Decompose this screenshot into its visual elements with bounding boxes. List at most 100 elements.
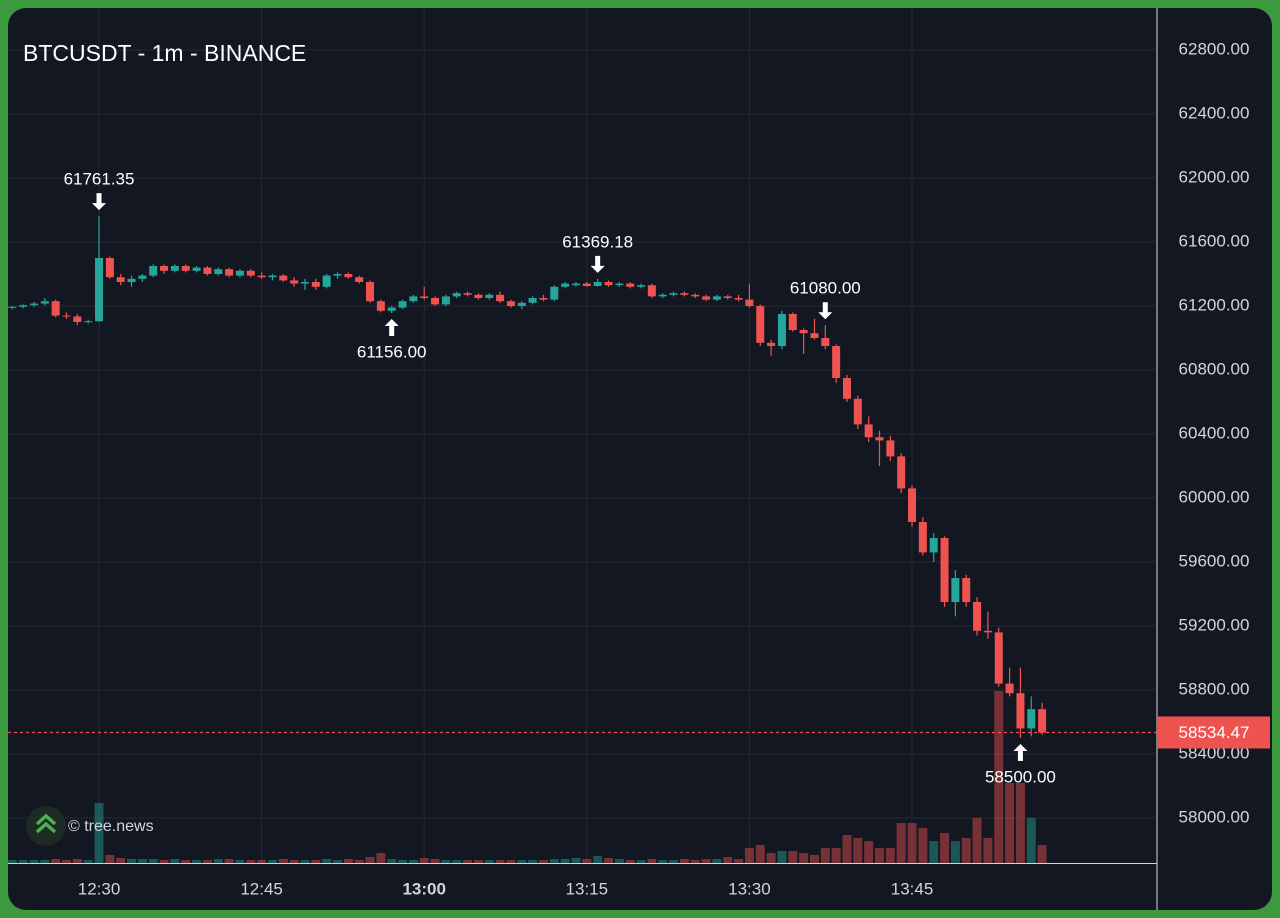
volume-bar	[246, 860, 256, 863]
candle-body	[322, 275, 331, 287]
volume-bar	[484, 860, 494, 863]
candle-body	[73, 316, 82, 322]
volume-bar	[744, 848, 754, 863]
candle-body	[821, 338, 830, 346]
candle-body	[387, 307, 396, 311]
candle-body	[506, 301, 515, 306]
candle-body	[8, 306, 17, 308]
volume-bar	[170, 859, 180, 863]
volume-bar	[213, 859, 223, 863]
candle-body	[604, 282, 613, 286]
candle-body	[300, 282, 309, 284]
annotation-label: 61080.00	[790, 279, 861, 298]
candle-body	[767, 342, 776, 346]
volume-bar	[875, 848, 884, 863]
candle-body	[593, 282, 602, 286]
annotation-label: 61369.18	[562, 232, 633, 251]
volume-bar	[343, 859, 353, 863]
volume-bar	[571, 858, 581, 863]
candle-body	[246, 270, 255, 276]
volume-bar	[907, 823, 917, 863]
annotation-arrow	[818, 302, 833, 320]
candle-body	[756, 306, 765, 343]
volume-bar	[137, 859, 147, 863]
volume-bar	[604, 858, 613, 863]
volume-bar	[387, 859, 397, 863]
candle-body	[571, 283, 580, 286]
candle-body	[875, 437, 884, 441]
volume-bar	[452, 860, 462, 863]
candle-body	[745, 299, 754, 306]
volume-bar	[441, 860, 451, 863]
price-tag-label: 58534.47	[1179, 723, 1250, 742]
volume-bar	[224, 859, 234, 863]
volume-bar	[994, 691, 1004, 863]
candle-body	[832, 346, 841, 378]
volume-bar	[354, 860, 364, 863]
candle-body	[149, 266, 158, 276]
marks	[7, 216, 1047, 863]
candle-body	[257, 275, 266, 278]
volume-bar	[842, 835, 852, 863]
logo-icon	[35, 813, 57, 834]
candle-body	[550, 286, 559, 300]
candle-body	[962, 578, 971, 602]
candle-body	[886, 440, 895, 457]
volume-bar	[734, 859, 744, 863]
volume-bar	[29, 860, 39, 863]
candle-body	[29, 303, 38, 306]
volume-bar	[625, 860, 635, 863]
x-tick-label: 12:30	[78, 879, 121, 898]
volume-bar	[267, 860, 277, 863]
annotation-arrow	[1013, 744, 1028, 761]
candle-body	[897, 456, 906, 489]
x-tick-label: 13:00	[402, 879, 445, 898]
volume-bar	[701, 859, 711, 863]
volume-bar	[235, 860, 245, 863]
volume-bar	[820, 848, 830, 863]
volume-bar	[560, 859, 570, 863]
volume-bar	[408, 860, 418, 863]
candle-body	[712, 296, 721, 300]
volume-bar	[300, 860, 310, 863]
candle-body	[235, 270, 244, 276]
volume-bar	[159, 860, 169, 863]
annotation-label: 58500.00	[985, 767, 1056, 786]
candle-body	[95, 258, 104, 322]
candle-body	[940, 538, 949, 602]
candle-body	[203, 267, 212, 274]
candle-body	[842, 378, 851, 399]
candle-body	[376, 301, 385, 311]
candle-body	[51, 301, 60, 316]
candle-body	[637, 285, 646, 287]
candle-body	[788, 314, 797, 330]
candle-body	[615, 283, 624, 286]
volume-bar	[430, 859, 440, 863]
volume-bar	[766, 853, 776, 863]
candle-body	[84, 321, 93, 323]
y-tick-label: 61600.00	[1179, 231, 1250, 250]
volume-bar	[398, 860, 408, 863]
volume-bar	[83, 860, 93, 863]
volume-bar	[116, 858, 126, 863]
volume-bar	[181, 860, 191, 863]
volume-bar	[538, 860, 548, 863]
volume-bar	[517, 860, 527, 863]
x-tick-label: 13:15	[566, 879, 609, 898]
candle-body	[582, 283, 591, 286]
volume-bar	[419, 858, 429, 863]
candle-body	[734, 298, 743, 300]
volume-bar	[1005, 783, 1015, 863]
volume-bar	[376, 853, 386, 863]
volume-bar	[148, 859, 158, 863]
candle-body	[290, 280, 299, 284]
candle-body	[268, 275, 277, 278]
volume-bar	[1037, 845, 1047, 863]
volume-bar	[463, 860, 473, 863]
candle-body	[214, 269, 223, 274]
volume-bar	[972, 818, 982, 863]
candle-body	[539, 298, 548, 300]
y-tick-label: 62000.00	[1179, 167, 1250, 186]
